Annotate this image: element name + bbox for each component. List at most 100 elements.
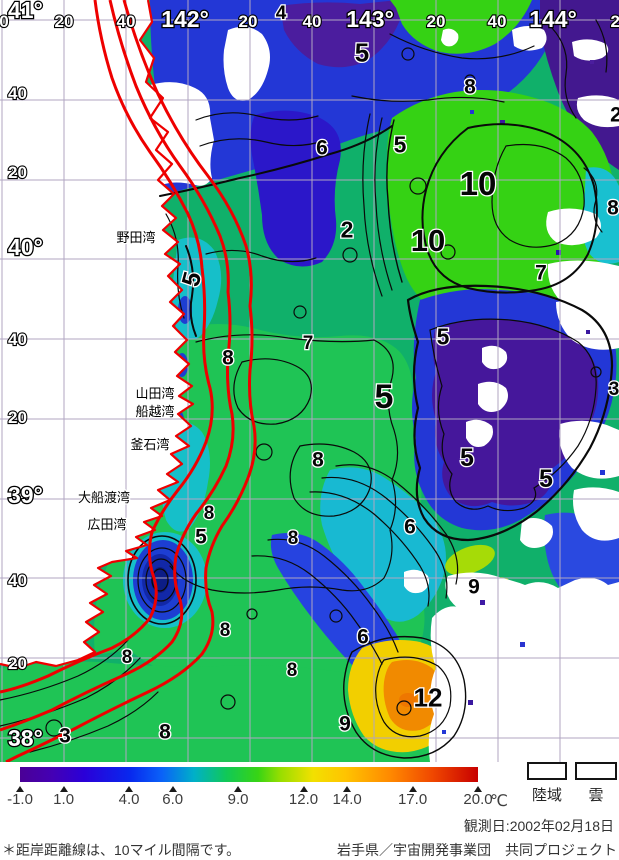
temperature-colorbar [20,767,478,782]
longitude-tick-label: 20 [427,12,446,31]
colorbar-tick-label: 9.0 [227,791,249,808]
colorbar-tick-marker [168,786,177,792]
longitude-tick-label: 144° [529,6,577,32]
colorbar-tick-marker [408,786,417,792]
coast-distance-lines [0,0,257,764]
longitude-tick-label: 40 [303,12,322,31]
contour-value-label: 8 [159,721,171,744]
cloud-edge-speckles [442,60,605,734]
observation-date: 観測日:2002年02月18日 [463,818,614,834]
graticule-grid [0,0,619,762]
contour-value-label: 5 [394,131,407,157]
contour-value-label: 8 [464,76,476,99]
latitude-tick-label: 40 [8,84,27,103]
contour-value-label: 3 [59,725,71,748]
colorbar-tick-marker [474,786,482,792]
axis-labels: 0 20 40 142° 20 40 143° 20 40 144° 20 41° 40 20 40° 40 2… [0,0,619,752]
distance-line-30mi [5,0,257,764]
bay-name-label: 山田湾 [135,386,174,401]
contour-value-label: 8 [204,503,215,524]
contour-value-label: 10 [411,223,445,258]
colorbar-tick-label: -1.0 [7,791,33,808]
bay-name-label: 野田湾 [116,230,155,245]
contour-value-label: 8 [288,528,299,549]
contour-value-label: 5 [460,444,474,472]
longitude-tick-label: 40 [488,12,507,31]
colorbar-tick-marker [299,786,308,792]
contour-value-label: 9 [468,576,480,599]
contour-value-label: 3 [609,379,619,400]
contour-value-label: 7 [535,262,547,285]
contour-value-label: 8 [222,347,234,370]
contour-value-label: 7 [303,333,314,354]
sst-map: 4 5 8 2 6 5 10 2 10 8 5 7 7 8 5 5 3 8 5 5 8 6 8 5 9 8 6 8 8 12 9 8 3 野田湾… [0,0,619,764]
contour-value-label: 5 [195,526,207,549]
longitude-tick-label: 40 [117,12,136,31]
colorbar-tick-marker [125,786,134,792]
project-credit: 岩手県／宇宙開発事業団 共同プロジェクト [337,842,617,858]
colorbar-tick-marker [234,786,243,792]
bay-name-label: 釜石湾 [130,437,169,452]
contour-value-label: 5 [437,323,450,349]
contour-value-label: 12 [414,682,443,712]
latitude-tick-label: 40 [8,571,27,590]
longitude-tick-label: 143° [346,6,394,32]
legend-swatch-land [527,762,567,780]
colorbar-tick-label: 12.0 [288,791,319,808]
contour-value-label: 8 [220,620,231,641]
legend-label-cloud: 雲 [588,787,604,804]
colorbar-unit-label: ℃ [490,793,508,810]
colorbar-tick-marker [59,786,68,792]
latitude-tick-label: 38° [8,725,43,751]
contour-value-label: 2 [341,216,354,242]
colorbar-tick-marker [343,786,352,792]
distance-line-note: ＊距岸距離線は、10マイル間隔です。 [2,842,241,858]
distance-line-10mi [0,0,214,694]
contour-value-label: 5 [539,465,553,493]
isotherm-contours [0,19,614,759]
colorbar-tick-label: 14.0 [332,791,362,808]
latitude-tick-label: 41° [8,0,43,23]
bottom-panel: -1.0 1.0 4.0 6.0 9.0 12.0 14.0 17.0 20.0 ℃ 陸域 雲 観… [0,762,619,858]
contour-value-label: 8 [607,197,619,220]
colorbar-tick-label: 4.0 [118,791,140,808]
latitude-tick-label: 20 [8,654,27,673]
legend-swatch-cloud [575,762,617,780]
coastline [0,0,195,670]
distance-line-20mi [0,0,235,732]
latitude-tick-label: 20 [8,163,27,182]
contour-value-label: 6 [357,626,369,649]
cloud-regions [150,26,619,762]
contour-value-label: 4 [276,3,287,24]
contour-value-label: 6 [316,137,328,160]
colorbar-tick-marker [16,786,24,792]
longitude-tick-label: 0 [0,12,9,31]
longitude-tick-label: 20 [239,12,258,31]
latitude-tick-label: 39° [8,482,43,508]
land-region [0,0,193,668]
longitude-tick-label: 20 [611,12,619,31]
colorbar-tick-label: 17.0 [397,791,428,808]
contour-value-label: 10 [460,165,497,202]
contour-value-label: 2 [610,104,619,127]
colorbar-tick-label: 1.0 [53,791,75,808]
colorbar-tick-label: 20.0 [463,791,493,808]
contour-value-label: 5 [355,37,369,67]
contour-value-label: 8 [312,449,324,472]
contour-value-label: 6 [404,516,416,539]
colorbar-tick-label: 6.0 [162,791,184,808]
longitude-tick-label: 20 [55,12,74,31]
latitude-tick-label: 40° [8,234,43,260]
contour-value-label: 5 [375,378,394,416]
bay-name-label: 大船渡湾 [78,490,130,505]
legend-label-land: 陸域 [531,787,562,804]
longitude-tick-label: 142° [161,6,209,32]
contour-value-label: 9 [339,713,351,736]
latitude-tick-label: 40 [8,330,27,349]
bay-name-label: 広田湾 [87,517,126,532]
contour-value-label: 8 [287,660,298,681]
latitude-tick-label: 20 [8,408,27,427]
bay-name-label: 船越湾 [135,404,174,419]
